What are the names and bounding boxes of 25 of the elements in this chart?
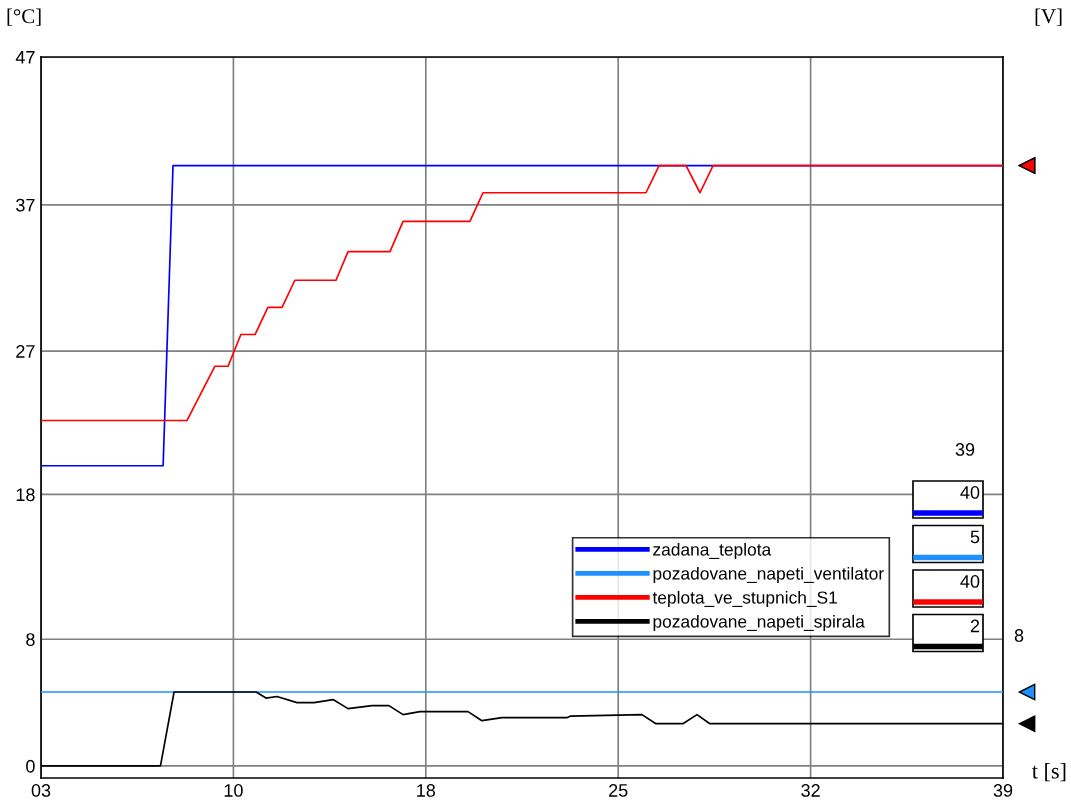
- y-tick-label: 47: [15, 51, 35, 64]
- x-tick-label: 39: [993, 784, 1013, 797]
- legend-label: pozadovane_napeti_spirala: [653, 614, 865, 632]
- y-tick-label: 8: [26, 633, 35, 646]
- annotation: 39: [955, 443, 975, 456]
- x-tick-label: 18: [417, 784, 436, 797]
- text: 8: [1014, 629, 1024, 642]
- x-tick-label: 25: [609, 784, 628, 797]
- y-tick-label: 0: [26, 759, 35, 773]
- x-axis-title: t [s]: [1032, 762, 1066, 782]
- annotation: 40: [960, 486, 980, 499]
- y-tick-label: 37: [16, 198, 35, 212]
- y2-axis-title: [V]: [1035, 8, 1062, 26]
- annotation: 2: [970, 619, 980, 633]
- annotation: 40: [960, 575, 980, 588]
- y-axis-title: [°C]: [7, 8, 41, 26]
- y-tick-label: 27: [16, 345, 35, 358]
- legend-label: zadana_teplota: [653, 542, 772, 560]
- x-tick-label: 03: [31, 784, 51, 797]
- x-tick-label: 10: [224, 784, 243, 797]
- legend-label: pozadovane_napeti_ventilator: [653, 566, 884, 584]
- y-tick-label: 18: [16, 488, 35, 502]
- legend-label: teplota_ve_stupnich_S1: [652, 590, 837, 608]
- x-tick-label: 32: [801, 784, 820, 797]
- annotation: 5: [970, 530, 980, 544]
